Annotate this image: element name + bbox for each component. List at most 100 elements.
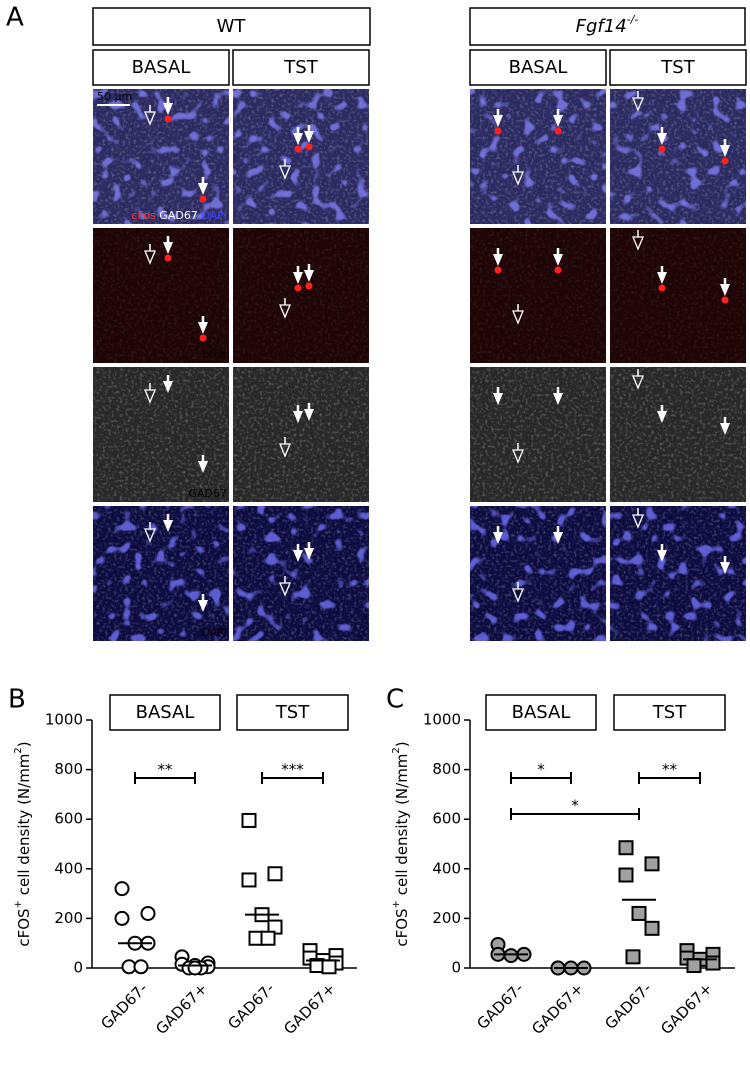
- cfos-cell: [199, 195, 207, 203]
- cfos-cell: [658, 284, 666, 292]
- cfos-cell: [658, 145, 666, 153]
- arrow: [657, 272, 667, 284]
- arrow: [493, 115, 503, 127]
- y-axis-label-part: cell density (N/mm: [15, 754, 33, 900]
- group-box: [613, 694, 726, 731]
- y-tick-label: 200: [432, 909, 461, 927]
- tint: [470, 367, 606, 502]
- data-point: [241, 812, 257, 828]
- arrow: [657, 550, 667, 562]
- channel-name: cFos: [203, 348, 228, 361]
- open-arrow: [279, 304, 291, 319]
- cfos-cell: [199, 334, 207, 342]
- cfos-cell: [554, 127, 562, 135]
- significance-bracket: [134, 772, 196, 784]
- header-box: [469, 7, 746, 46]
- cfos-cell: [494, 266, 502, 274]
- group-label: TST: [275, 702, 310, 723]
- open-arrow: [512, 171, 524, 186]
- open-arrow: [512, 310, 524, 325]
- micrograph-texture: [233, 367, 369, 502]
- micrograph-texture: [93, 228, 229, 363]
- x-tick-label: GAD67-: [601, 979, 655, 1033]
- x-tick-label: GAD67+: [280, 979, 339, 1038]
- condition-box: [609, 49, 747, 86]
- arrow: [304, 409, 314, 421]
- arrow: [493, 532, 503, 544]
- significance-label: **: [662, 761, 678, 779]
- group-box: [236, 694, 349, 731]
- tint: [93, 228, 229, 363]
- data-point: [140, 905, 156, 921]
- cfos-cell: [164, 254, 172, 262]
- panel-label: C: [386, 685, 404, 715]
- y-axis-label-part: 2: [391, 747, 402, 753]
- arrow: [720, 423, 730, 435]
- open-arrow: [144, 528, 156, 543]
- arrow: [304, 548, 314, 560]
- channel-name: DAPI: [198, 209, 227, 222]
- y-axis-label-part: ): [393, 741, 411, 747]
- tint: [470, 228, 606, 363]
- group-label: BASAL: [136, 702, 195, 723]
- panel-label: B: [8, 685, 26, 715]
- nuclei: [470, 89, 606, 224]
- open-arrow: [144, 250, 156, 265]
- data-point: [241, 872, 257, 888]
- micrograph-texture: [93, 367, 229, 502]
- condition: TST: [283, 57, 318, 78]
- data-point: [187, 960, 203, 976]
- header: Fgf14-/-: [576, 13, 639, 37]
- nuclei: [93, 506, 229, 641]
- y-tick-label: 1000: [45, 711, 83, 729]
- open-arrow: [632, 375, 644, 390]
- arrow: [553, 115, 563, 127]
- arrow: [198, 600, 208, 612]
- y-axis-label-part: 2: [13, 747, 24, 753]
- open-arrow: [512, 588, 524, 603]
- micrograph-texture: [470, 367, 606, 502]
- channel-legend: cFos GAD67 DAPI: [131, 209, 227, 222]
- cfos-cell: [164, 115, 172, 123]
- data-point: [644, 920, 660, 936]
- cfos-cell: [305, 282, 313, 290]
- y-axis-label-part: +: [391, 900, 402, 908]
- data-point: [618, 840, 634, 856]
- cfos-cell: [494, 127, 502, 135]
- arrow: [293, 550, 303, 562]
- cfos-cell: [305, 143, 313, 151]
- data-point: [625, 949, 641, 965]
- nuclei: [610, 89, 746, 224]
- arrow: [304, 270, 314, 282]
- tint: [610, 367, 746, 502]
- arrow: [163, 242, 173, 254]
- header: WT: [217, 16, 247, 37]
- tint: [610, 228, 746, 363]
- header-part: -/-: [627, 13, 639, 26]
- arrow: [163, 103, 173, 115]
- x-tick-label: GAD67-: [224, 979, 278, 1033]
- nuclei: [93, 89, 229, 224]
- data-point: [321, 959, 337, 975]
- micrograph-texture: [233, 228, 369, 363]
- y-axis-label-part: +: [13, 900, 24, 908]
- condition: TST: [660, 57, 695, 78]
- condition-box: [469, 49, 607, 86]
- data-point: [114, 881, 130, 897]
- arrow: [553, 532, 563, 544]
- y-axis-label: cFOS+ cell density (N/mm2): [13, 741, 33, 946]
- x-tick-label: GAD67+: [152, 979, 211, 1038]
- y-tick-label: 1000: [423, 711, 461, 729]
- condition-box: [232, 49, 370, 86]
- y-axis-label-part: cFOS: [15, 908, 33, 946]
- header-part: Fgf14: [576, 16, 627, 37]
- cfos-cell: [294, 145, 302, 153]
- cfos-cell: [721, 296, 729, 304]
- channel-name: GAD67: [156, 209, 198, 222]
- arrow: [657, 411, 667, 423]
- y-tick-label: 0: [73, 959, 83, 977]
- tint: [93, 506, 229, 641]
- y-tick-label: 0: [451, 959, 461, 977]
